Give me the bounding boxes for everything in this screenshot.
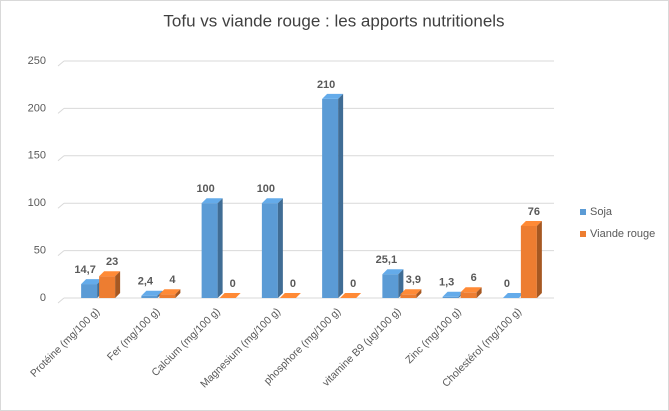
bar (322, 93, 344, 298)
bar-front (261, 203, 278, 298)
value-label: 0 (230, 278, 236, 290)
bar (81, 279, 103, 298)
bar-side (217, 198, 223, 298)
bar-side (338, 93, 344, 298)
bar-front (81, 284, 98, 298)
bar-top (442, 291, 464, 297)
bar-front (382, 274, 399, 298)
bar-side (398, 269, 404, 298)
bar (520, 220, 542, 298)
bar-front (400, 294, 417, 298)
bar-side (175, 289, 181, 298)
bar (99, 271, 121, 298)
bar (219, 293, 241, 298)
bar (340, 293, 362, 298)
bar (382, 269, 404, 298)
value-label: 100 (257, 183, 275, 195)
grid-line (57, 108, 65, 114)
y-tick-label: 50 (34, 245, 46, 257)
value-label: 0 (290, 278, 296, 290)
chart-title: Tofu vs viande rouge : les apports nutri… (163, 11, 504, 30)
value-label: 210 (317, 79, 335, 91)
bar-top (261, 198, 283, 204)
bar-front (442, 296, 459, 298)
value-label: 3,9 (406, 274, 421, 286)
value-label: 0 (350, 278, 356, 290)
bar-front (99, 276, 116, 298)
bar-top (400, 289, 422, 295)
value-label: 0 (504, 278, 510, 290)
bar-front (520, 225, 537, 298)
bar-top (340, 293, 362, 298)
bar-top (520, 220, 542, 226)
bar (460, 287, 482, 298)
bar-top (460, 287, 482, 293)
bar (400, 289, 422, 298)
bar-front (460, 292, 477, 298)
bar-top (322, 93, 344, 99)
y-tick-label: 150 (28, 150, 46, 162)
value-label: 1,3 (439, 277, 454, 289)
value-label: 100 (196, 183, 214, 195)
bar-top (159, 289, 181, 295)
bar-front (141, 295, 158, 298)
bar-top (99, 271, 121, 277)
bar (502, 293, 524, 298)
value-label: 25,1 (376, 254, 397, 266)
value-label: 14,7 (74, 264, 95, 276)
bar-top (219, 293, 241, 298)
bar-top (502, 293, 524, 298)
bar (279, 293, 301, 298)
bar-top (382, 269, 404, 275)
value-label: 76 (528, 206, 540, 218)
grid-line (57, 297, 65, 304)
bar (201, 198, 223, 298)
value-label: 2,4 (138, 276, 154, 288)
bar-side (476, 287, 482, 298)
bar-side (277, 198, 283, 298)
value-label: 4 (169, 274, 176, 286)
grid-line (57, 250, 65, 256)
y-tick-label: 0 (40, 292, 46, 304)
y-tick-label: 250 (28, 55, 46, 67)
grid-line (57, 60, 65, 67)
legend-swatch (580, 231, 586, 237)
bar-side (115, 271, 121, 298)
bar (159, 289, 181, 298)
bar-front (159, 294, 176, 298)
bar-side (536, 220, 542, 298)
bar-side (416, 289, 422, 298)
bar-front (201, 203, 218, 298)
bar-top (279, 293, 301, 298)
legend-label: Soja (590, 206, 613, 218)
bar-top (81, 279, 103, 285)
bar-front (322, 98, 339, 298)
grid-line (57, 155, 65, 162)
value-label: 6 (471, 272, 477, 284)
bar-top (201, 198, 223, 204)
grid-line (57, 202, 65, 209)
value-label: 23 (106, 256, 118, 268)
legend-label: Viande rouge (590, 228, 655, 240)
y-tick-label: 200 (28, 102, 46, 114)
y-tick-label: 100 (28, 197, 46, 209)
bar (261, 198, 283, 298)
legend-swatch (580, 209, 586, 215)
bar-top (141, 290, 163, 296)
